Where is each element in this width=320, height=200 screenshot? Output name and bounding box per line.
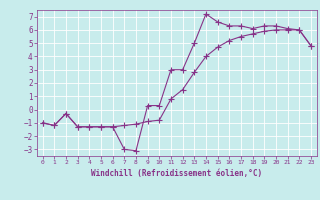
X-axis label: Windchill (Refroidissement éolien,°C): Windchill (Refroidissement éolien,°C) <box>91 169 262 178</box>
